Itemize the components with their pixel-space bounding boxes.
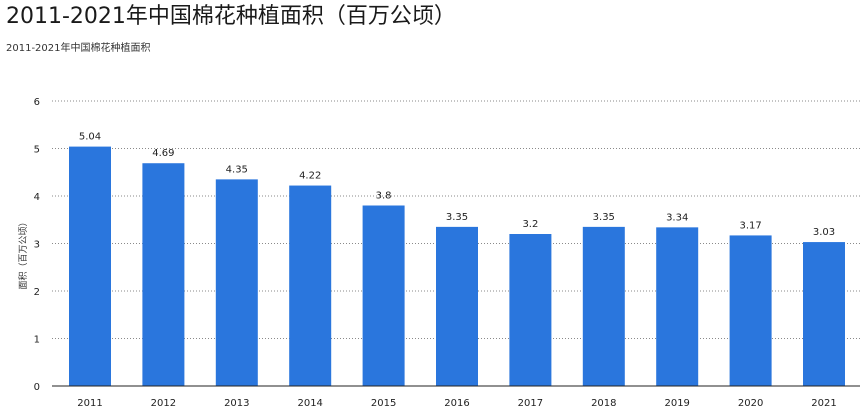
bar [289,185,332,386]
y-tick-label: 5 [34,145,40,156]
x-tick-label: 2019 [664,398,689,409]
y-axis-label: 面积（百万公顷） [17,217,29,289]
data-label: 4.69 [152,148,174,159]
bar [215,179,258,386]
bar [362,205,405,386]
data-label: 4.22 [299,171,321,182]
data-label: 3.17 [739,220,761,231]
x-tick-label: 2012 [151,398,176,409]
bar [803,242,845,386]
x-tick-label: 2013 [224,398,249,409]
data-label: 3.2 [522,219,538,230]
data-label: 3.03 [813,227,835,238]
x-tick-label: 2018 [591,398,616,409]
data-label: 3.35 [593,212,615,223]
x-tick-label: 2014 [297,398,322,409]
bar [509,234,552,386]
bar [656,227,699,386]
bar [69,146,111,386]
y-tick-label: 2 [34,287,40,298]
chart-title: 2011-2021年中国棉花种植面积（百万公顷） [6,4,456,29]
bar [142,163,185,386]
y-tick-label: 0 [34,382,40,393]
data-label: 3.34 [666,212,688,223]
y-tick-label: 3 [34,240,40,251]
x-tick-label: 2020 [738,398,763,409]
data-label: 3.35 [446,212,468,223]
y-axis-ticks: 0 1 2 3 4 5 6 [34,97,40,393]
bar [436,226,478,386]
data-label: 3.8 [376,191,392,202]
bar [582,226,625,386]
data-label: 4.35 [226,164,248,175]
data-label: 5.04 [79,132,101,143]
chart-subtitle: 2011-2021年中国棉花种植面积 [6,43,151,54]
y-tick-label: 6 [34,97,40,108]
x-tick-label: 2017 [518,398,543,409]
x-axis-ticks: 2011 2012 2013 2014 2015 2016 2017 2018 2019 2020… [77,398,836,409]
y-tick-label: 1 [34,335,40,346]
x-tick-label: 2021 [811,398,836,409]
data-labels: 5.04 4.69 4.35 4.22 3.8 3.35 3.2 3.35 3.34 3.17 3.… [79,132,835,238]
y-tick-label: 4 [34,192,40,203]
x-tick-label: 2015 [371,398,396,409]
x-tick-label: 2011 [77,398,102,409]
x-tick-label: 2016 [444,398,469,409]
bars [69,146,845,386]
bar [729,235,772,386]
